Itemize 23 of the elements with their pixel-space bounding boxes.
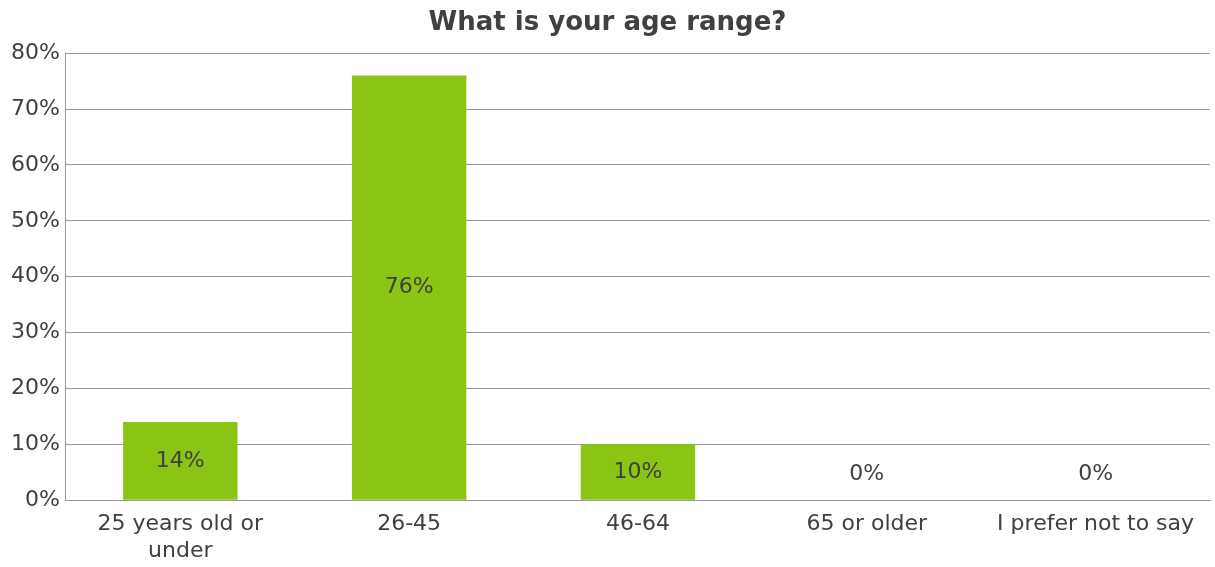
x-tick-label: 46-64 bbox=[605, 510, 670, 536]
y-tick-label: 30% bbox=[10, 318, 60, 344]
x-tick-label: I prefer not to say bbox=[997, 510, 1195, 536]
data-label: 0% bbox=[1078, 459, 1114, 485]
bar bbox=[351, 75, 467, 500]
bar bbox=[123, 421, 238, 500]
x-tick-label: 26-45 bbox=[377, 510, 442, 536]
bar bbox=[580, 444, 696, 500]
x-tick-label: 65 or older bbox=[806, 510, 929, 536]
y-tick-label: 50% bbox=[10, 206, 60, 232]
y-tick-label: 40% bbox=[10, 262, 60, 288]
y-tick-label: 0% bbox=[24, 485, 60, 511]
y-tick-label: 70% bbox=[10, 94, 60, 120]
y-tick-label: 60% bbox=[10, 150, 60, 176]
y-tick-label: 80% bbox=[10, 38, 60, 64]
y-tick-label: 20% bbox=[10, 374, 60, 400]
x-tick-label: 25 years old or under bbox=[97, 510, 265, 562]
data-label: 76% bbox=[384, 273, 434, 299]
data-label: 10% bbox=[613, 457, 663, 483]
chart-title: What is your age range? bbox=[428, 6, 787, 37]
data-label: 0% bbox=[849, 459, 885, 485]
y-tick-label: 10% bbox=[10, 430, 60, 456]
data-label: 14% bbox=[155, 446, 205, 472]
